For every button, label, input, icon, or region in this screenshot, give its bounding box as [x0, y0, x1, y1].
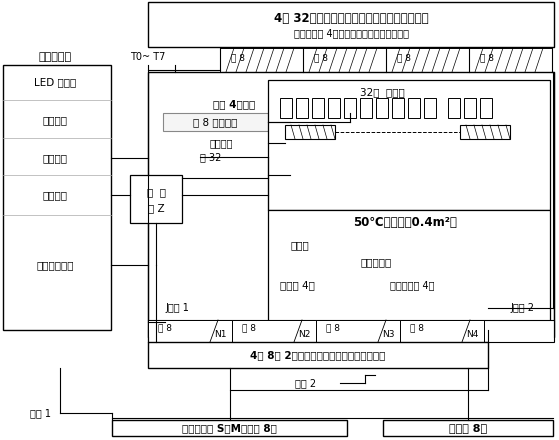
Text: 4组 32套电路板的冷藏、冷冻、化霜温差信号: 4组 32套电路板的冷藏、冷冻、化霜温差信号: [274, 11, 428, 25]
Text: 各 8: 各 8: [231, 54, 245, 62]
Text: 负载均衡分配: 负载均衡分配: [36, 260, 74, 270]
Bar: [148, 320, 232, 342]
Text: 各 8: 各 8: [410, 323, 424, 333]
Text: 各 8: 各 8: [397, 54, 411, 62]
Bar: [220, 48, 303, 72]
Bar: [163, 113, 268, 131]
Bar: [328, 98, 340, 118]
Bar: [376, 98, 388, 118]
Text: 恒温控制: 恒温控制: [42, 190, 68, 200]
Text: 50℃温度箱（0.4m²）: 50℃温度箱（0.4m²）: [353, 216, 457, 228]
Bar: [112, 420, 347, 436]
Text: N4: N4: [466, 330, 478, 338]
Bar: [480, 98, 492, 118]
Bar: [280, 98, 292, 118]
Bar: [448, 98, 460, 118]
Bar: [130, 175, 182, 223]
Text: 压机主绕组 4套: 压机主绕组 4套: [390, 280, 434, 290]
Text: 32套  电路板: 32套 电路板: [360, 87, 405, 97]
Text: 动 8 套电路板: 动 8 套电路板: [193, 117, 237, 127]
Text: 继  电: 继 电: [146, 187, 165, 197]
Bar: [408, 98, 420, 118]
Bar: [464, 98, 476, 118]
Bar: [303, 48, 386, 72]
Text: 加热器 4套: 加热器 4套: [280, 280, 315, 290]
Text: 各 32: 各 32: [200, 152, 221, 162]
Bar: [344, 98, 356, 118]
Bar: [392, 98, 404, 118]
Text: 试验控制器: 试验控制器: [39, 52, 72, 62]
Text: 4套 8选 2模拟压缩机、加热器输出通道切换: 4套 8选 2模拟压缩机、加热器输出通道切换: [250, 350, 386, 360]
Text: 各 8: 各 8: [158, 323, 172, 333]
Text: 负载输出: 负载输出: [210, 138, 234, 148]
Text: 电源 4路各驱: 电源 4路各驱: [213, 99, 255, 109]
Text: 按键电路: 按键电路: [42, 115, 68, 125]
Text: 各 8: 各 8: [314, 54, 328, 62]
Text: 箱温输入: 箱温输入: [42, 153, 68, 163]
Bar: [383, 420, 553, 436]
Text: N3: N3: [382, 330, 394, 338]
Bar: [285, 125, 335, 139]
Bar: [268, 80, 550, 210]
Bar: [232, 320, 316, 342]
Bar: [386, 48, 469, 72]
Text: 模拟压缩机 S、M统组各 8套: 模拟压缩机 S、M统组各 8套: [182, 423, 277, 433]
Text: 感温头: 感温头: [290, 240, 309, 250]
Text: 超温 1: 超温 1: [30, 408, 51, 418]
Bar: [296, 98, 308, 118]
Bar: [424, 98, 436, 118]
Text: T0~ T7: T0~ T7: [130, 52, 165, 62]
Text: 加热器 8套: 加热器 8套: [449, 423, 487, 433]
Text: LED 显示器: LED 显示器: [34, 77, 76, 87]
Bar: [148, 72, 554, 337]
Text: J欠温 2: J欠温 2: [510, 303, 534, 313]
Text: N1: N1: [214, 330, 226, 338]
Text: 各 8: 各 8: [326, 323, 340, 333]
Bar: [460, 125, 510, 139]
Bar: [148, 342, 488, 368]
Bar: [400, 320, 484, 342]
Text: 超温 2: 超温 2: [295, 378, 316, 388]
Text: J欠温 1: J欠温 1: [165, 303, 189, 313]
Bar: [268, 210, 550, 335]
Bar: [316, 320, 400, 342]
Text: N2: N2: [298, 330, 310, 338]
Bar: [148, 320, 554, 342]
Text: 各 8: 各 8: [242, 323, 256, 333]
Bar: [3, 65, 111, 330]
Bar: [469, 48, 552, 72]
Text: （仿真输入 4种不同状态组合的温差信号）: （仿真输入 4种不同状态组合的温差信号）: [293, 28, 409, 38]
Text: 各 8: 各 8: [480, 54, 494, 62]
Bar: [312, 98, 324, 118]
Bar: [360, 98, 372, 118]
Bar: [148, 2, 554, 47]
Text: 器 Z: 器 Z: [148, 203, 164, 213]
Text: 箱内供热源: 箱内供热源: [360, 257, 391, 267]
